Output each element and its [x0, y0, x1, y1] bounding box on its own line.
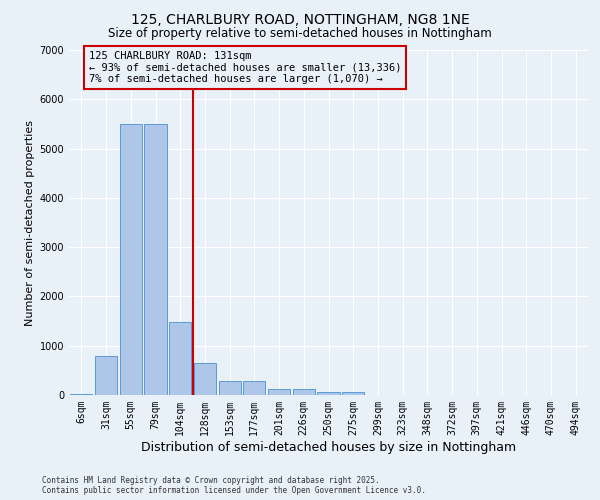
- Bar: [218, 380, 241, 395]
- X-axis label: Distribution of semi-detached houses by size in Nottingham: Distribution of semi-detached houses by …: [141, 440, 516, 454]
- Text: 125, CHARLBURY ROAD, NOTTINGHAM, NG8 1NE: 125, CHARLBURY ROAD, NOTTINGHAM, NG8 1NE: [131, 12, 469, 26]
- Text: 125 CHARLBURY ROAD: 131sqm
← 93% of semi-detached houses are smaller (13,336)
7%: 125 CHARLBURY ROAD: 131sqm ← 93% of semi…: [89, 51, 401, 84]
- Y-axis label: Number of semi-detached properties: Number of semi-detached properties: [25, 120, 35, 326]
- Bar: [194, 363, 216, 395]
- Bar: [243, 380, 265, 395]
- Bar: [342, 392, 364, 395]
- Bar: [70, 394, 92, 395]
- Bar: [268, 388, 290, 395]
- Bar: [119, 124, 142, 395]
- Bar: [293, 388, 315, 395]
- Bar: [317, 392, 340, 395]
- Text: Contains HM Land Registry data © Crown copyright and database right 2025.
Contai: Contains HM Land Registry data © Crown c…: [42, 476, 426, 495]
- Bar: [169, 322, 191, 395]
- Bar: [145, 124, 167, 395]
- Bar: [95, 356, 117, 395]
- Text: Size of property relative to semi-detached houses in Nottingham: Size of property relative to semi-detach…: [108, 28, 492, 40]
